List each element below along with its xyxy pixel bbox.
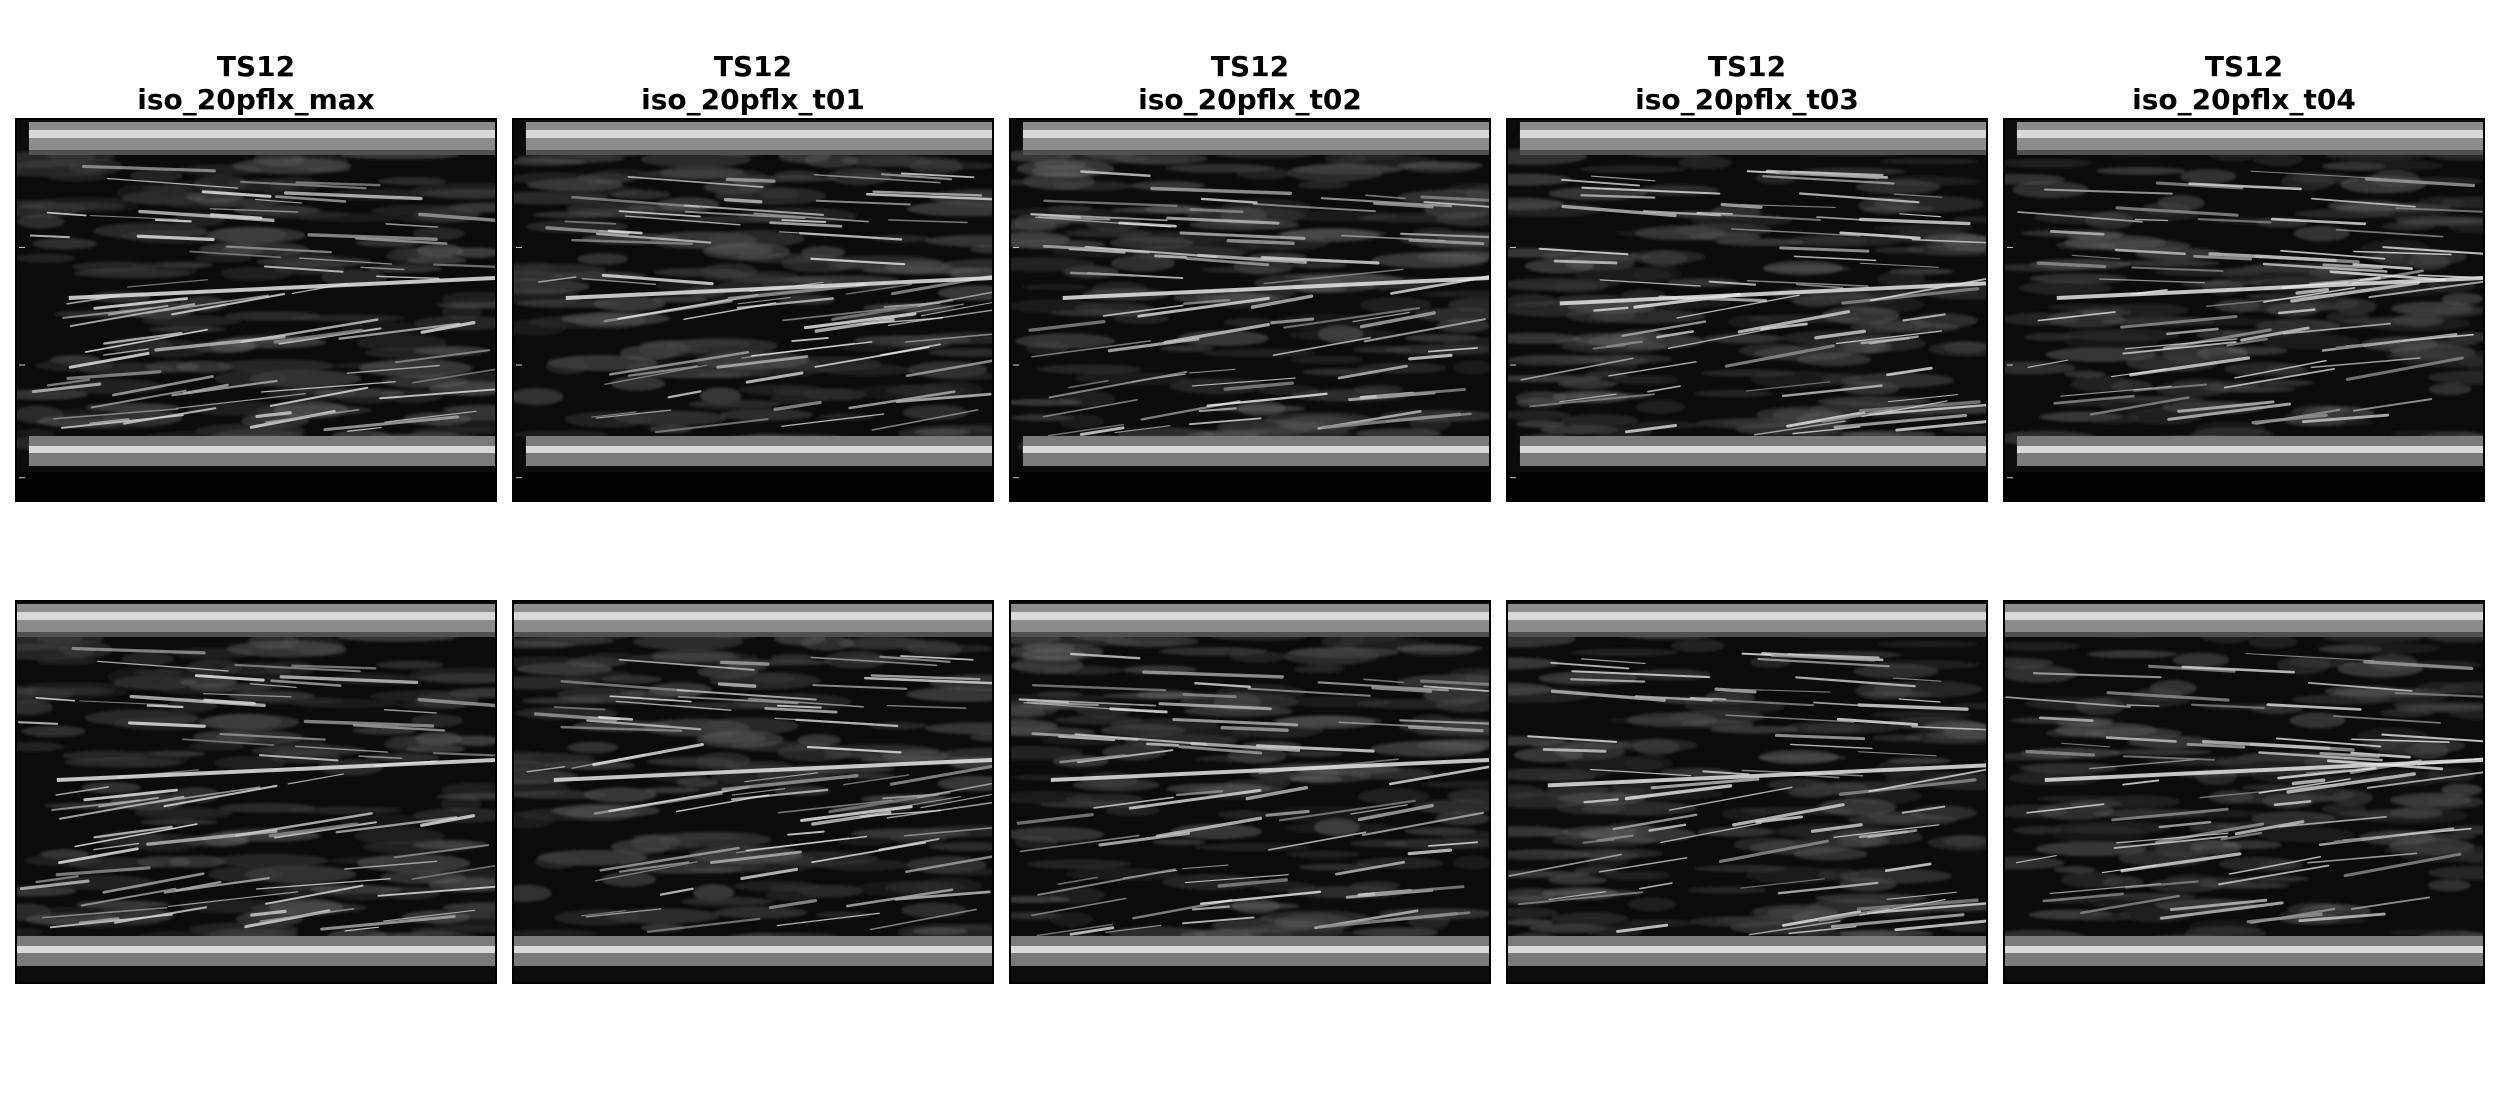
ultrasound-image <box>514 602 992 982</box>
ultrasound-panel-raw-t02 <box>1009 118 1491 502</box>
column-title-t01: TS12 iso_20pflx_t01 <box>512 50 994 116</box>
ultrasound-image <box>1011 602 1489 982</box>
column-title-line1: TS12 <box>1210 50 1290 83</box>
column-title-max: TS12 iso_20pflx_max <box>15 50 497 116</box>
ultrasound-image <box>1508 120 1986 500</box>
column-title-t04: TS12 iso_20pflx_t04 <box>2003 50 2485 116</box>
ultrasound-panel-processed-t01 <box>512 600 994 984</box>
column-title-line1: TS12 <box>1707 50 1787 83</box>
ultrasound-image <box>1508 602 1986 982</box>
ultrasound-image <box>2005 120 2483 500</box>
column-title-line2: iso_20pflx_t04 <box>2132 83 2356 116</box>
column-title-line1: TS12 <box>216 50 296 83</box>
column-title-t03: TS12 iso_20pflx_t03 <box>1506 50 1988 116</box>
column-title-line2: iso_20pflx_t01 <box>641 83 865 116</box>
column-title-line1: TS12 <box>2204 50 2284 83</box>
column-title-line2: iso_20pflx_t03 <box>1635 83 1859 116</box>
ultrasound-panel-raw-t01 <box>512 118 994 502</box>
ultrasound-panel-processed-max <box>15 600 497 984</box>
ultrasound-panel-processed-t03 <box>1506 600 1988 984</box>
column-title-t02: TS12 iso_20pflx_t02 <box>1009 50 1491 116</box>
ultrasound-image <box>514 120 992 500</box>
ultrasound-image <box>17 602 495 982</box>
ultrasound-panel-raw-max <box>15 118 497 502</box>
ultrasound-image <box>2005 602 2483 982</box>
ultrasound-image <box>17 120 495 500</box>
column-title-line2: iso_20pflx_max <box>137 83 375 116</box>
column-title-line2: iso_20pflx_t02 <box>1138 83 1362 116</box>
ultrasound-panel-raw-t04 <box>2003 118 2485 502</box>
column-title-line1: TS12 <box>713 50 793 83</box>
ultrasound-image <box>1011 120 1489 500</box>
ultrasound-panel-raw-t03 <box>1506 118 1988 502</box>
ultrasound-panel-processed-t02 <box>1009 600 1491 984</box>
ultrasound-panel-processed-t04 <box>2003 600 2485 984</box>
